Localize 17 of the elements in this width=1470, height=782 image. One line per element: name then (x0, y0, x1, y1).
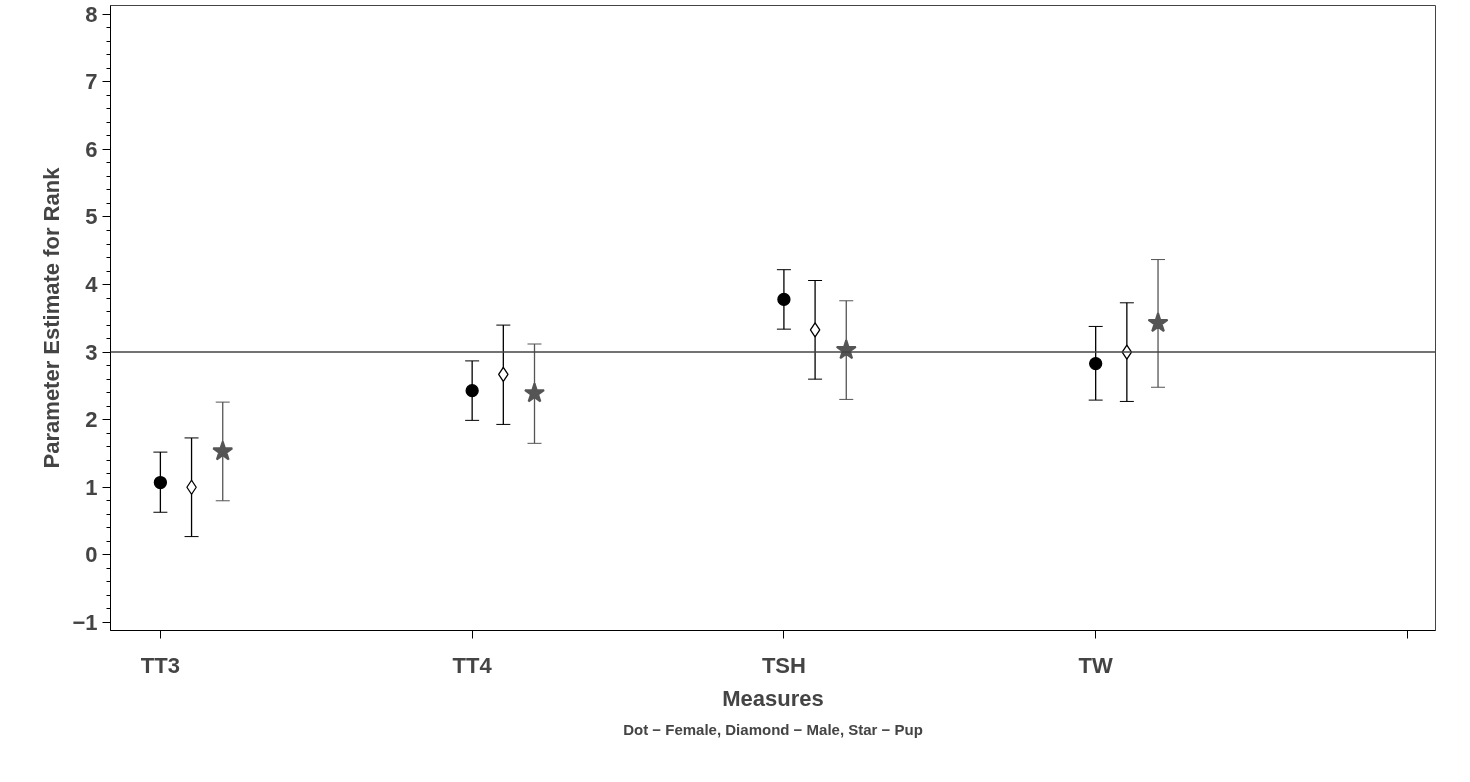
y-tick-label: 5 (85, 204, 98, 230)
text: Dot − Female, Diamond − Male, Star − Pup (623, 720, 923, 738)
y-tick-label: 0 (85, 542, 98, 568)
y-tick-label: 7 (85, 69, 98, 95)
y-tick-label: 6 (85, 136, 98, 162)
y-tick-label: 3 (85, 339, 98, 365)
x-tick-label: TSH (761, 652, 806, 678)
y-tick-label: 2 (85, 407, 98, 433)
x-axis-title: Measures (722, 685, 824, 711)
x-tick-label: TT3 (140, 652, 180, 678)
x-tick-label: TW (1078, 652, 1114, 678)
y-tick-label: 4 (85, 272, 99, 298)
y-tick-label: −1 (72, 609, 98, 635)
y-tick-label: 1 (85, 474, 98, 500)
y-tick-label: 8 (85, 1, 98, 27)
y-axis-title: Parameter Estimate for Rank (39, 166, 65, 469)
x-tick-label: TT4 (452, 652, 493, 678)
